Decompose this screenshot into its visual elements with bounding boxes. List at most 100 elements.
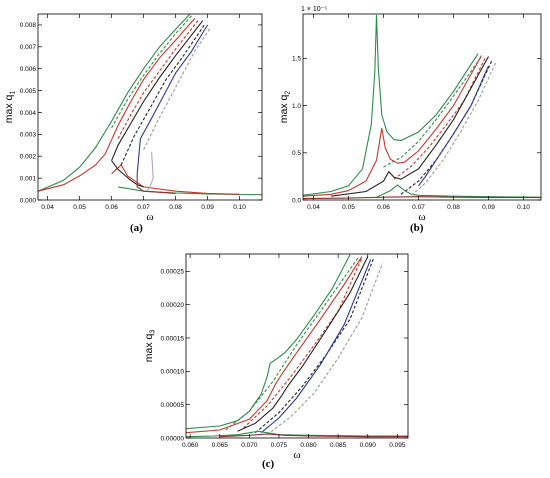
chart-a-series-4 — [117, 20, 199, 139]
chart-a-xtick-label: 0.09 — [201, 204, 214, 211]
chart-b-ytick-label: 0.0 — [292, 197, 301, 204]
chart-c-ylabel-sub: 3 — [150, 330, 157, 334]
chart-c-series-group — [186, 254, 408, 438]
chart-a-xtick-label: 0.05 — [73, 204, 86, 211]
chart-a-series-7 — [120, 24, 205, 166]
chart-c-xtick-label: 0.090 — [360, 442, 377, 449]
chart-c-xtick-label: 0.060 — [182, 442, 199, 449]
chart-c-series-1 — [225, 256, 360, 431]
chart-a-ytick-label: 0.001 — [20, 175, 37, 182]
chart-c-series-3 — [243, 257, 363, 429]
chart-c-ylabel: max q3 — [143, 330, 157, 363]
chart-c-caption: (c) — [262, 458, 275, 470]
chart-a-ytick-label: 0.000 — [20, 197, 37, 204]
chart-a-ytick-label: 0.007 — [20, 44, 37, 51]
chart-c-plot-frame — [185, 253, 409, 439]
chart-panel-a: 0.04 0.05 0.06 0.07 0.08 0.09 0.10 0.000 0.001 0.… — [0, 0, 275, 238]
chart-c-xtick-label: 0.085 — [330, 442, 347, 449]
chart-a-series-8 — [111, 160, 144, 188]
chart-a-series-3 — [38, 18, 196, 192]
chart-a-ylabel-main: max q — [3, 94, 15, 123]
chart-b-series-2 — [303, 55, 482, 197]
chart-a-xlabel: ω — [146, 211, 153, 223]
chart-panel-c: 0.060 0.065 0.070 0.075 0.080 0.085 0.090 0.095… — [138, 238, 413, 478]
chart-c-ylabel-main: max q — [143, 333, 155, 362]
chart-a-series-10 — [136, 173, 176, 194]
chart-b-offset-text: 1 × 10⁻⁵ — [301, 6, 327, 13]
chart-a-xtick-label: 0.06 — [105, 204, 118, 211]
chart-a-series-1 — [111, 14, 194, 129]
chart-b-ylabel: max q2 — [278, 91, 292, 124]
chart-b-series-group — [303, 14, 541, 200]
chart-b-xtick-label: 0.06 — [377, 204, 390, 211]
chart-b-xtick-label: 0.08 — [447, 204, 460, 211]
chart-a-series-group — [38, 14, 262, 196]
chart-b-xtick-label: 0.05 — [342, 204, 355, 211]
chart-c-series-2 — [186, 256, 363, 434]
chart-c-xlabel: ω — [293, 449, 300, 461]
chart-c-series-0 — [186, 254, 351, 430]
chart-a-xtick-label: 0.10 — [233, 204, 246, 211]
chart-b-svg: 0.04 0.05 0.06 0.07 0.08 0.09 0.10 0.0 0.5 1.0 1.5… — [278, 6, 542, 223]
chart-a-series-6 — [111, 20, 204, 161]
chart-a-xtick-label: 0.07 — [137, 204, 150, 211]
chart-c-series-4 — [237, 256, 369, 432]
chart-b-series-0 — [303, 14, 479, 196]
chart-b-series-6 — [376, 184, 541, 198]
chart-a-svg: 0.04 0.05 0.06 0.07 0.08 0.09 0.10 0.000 0.001 0.… — [3, 13, 263, 223]
chart-c-ytick-label: 0.00005 — [161, 402, 185, 409]
chart-a-xtick-label: 0.04 — [41, 204, 54, 211]
chart-b-series-4 — [330, 56, 489, 197]
chart-a-series-0 — [38, 14, 191, 192]
chart-c-xtick-label: 0.070 — [241, 442, 258, 449]
chart-c-xtick-label: 0.065 — [212, 442, 229, 449]
chart-c-svg: 0.060 0.065 0.070 0.075 0.080 0.085 0.090 0.095… — [143, 253, 409, 461]
chart-panel-b: 0.04 0.05 0.06 0.07 0.08 0.09 0.10 0.0 0.5 1.0 1.5… — [275, 0, 550, 238]
chart-b-ylabel-sub: 2 — [285, 91, 292, 95]
chart-a-ytick-label: 0.008 — [20, 22, 37, 29]
chart-c-ytick-label: 0.00025 — [161, 269, 185, 276]
chart-a-ytick-label: 0.003 — [20, 132, 37, 139]
chart-a-ytick-label: 0.002 — [20, 154, 37, 161]
chart-a-plot-frame — [37, 13, 263, 201]
chart-a-ylabel-sub: 1 — [10, 91, 17, 95]
chart-b-ylabel-main: max q — [278, 94, 290, 123]
chart-b-plot-frame — [302, 13, 542, 201]
chart-b-ytick-label: 1.5 — [292, 56, 301, 63]
chart-b-series-1 — [383, 56, 482, 168]
chart-b-xtick-label: 0.09 — [482, 204, 495, 211]
chart-c-series-8 — [186, 430, 408, 438]
chart-b-ytick-label: 0.5 — [292, 150, 301, 157]
chart-b-series-3 — [393, 58, 486, 180]
chart-c-xtick-label: 0.095 — [389, 442, 406, 449]
chart-a-caption: (a) — [130, 222, 143, 234]
chart-a-ytick-label: 0.006 — [20, 66, 37, 73]
chart-c-ytick-label: 0.00010 — [161, 369, 185, 376]
chart-a-series-12 — [146, 151, 154, 192]
chart-a-series-11 — [143, 26, 212, 150]
chart-b-series-9 — [303, 196, 541, 200]
chart-b-series-8 — [418, 65, 490, 187]
chart-a-ytick-label: 0.005 — [20, 88, 37, 95]
chart-a-series-9 — [136, 24, 209, 174]
chart-c-xtick-label: 0.080 — [300, 442, 317, 449]
chart-c-ytick-label: 0.00015 — [161, 335, 185, 342]
chart-c-ytick-label: 0.00000 — [161, 435, 185, 442]
chart-b-xlabel: ω — [418, 211, 425, 223]
chart-c-xtick-label: 0.075 — [271, 442, 288, 449]
chart-b-caption: (b) — [410, 222, 424, 234]
chart-c-ytick-label: 0.00020 — [161, 302, 185, 309]
chart-b-series-5 — [400, 60, 493, 195]
chart-b-xtick-label: 0.10 — [517, 204, 530, 211]
chart-a-xtick-label: 0.08 — [169, 204, 182, 211]
chart-c-series-7 — [266, 263, 384, 436]
chart-a-series-2 — [117, 186, 262, 196]
chart-b-xtick-label: 0.04 — [307, 204, 320, 211]
chart-b-ytick-label: 1.0 — [292, 103, 301, 110]
chart-a-ylabel: max q1 — [3, 91, 17, 124]
chart-c-series-5 — [254, 257, 375, 434]
chart-a-ytick-label: 0.004 — [20, 110, 37, 117]
chart-b-xtick-label: 0.07 — [412, 204, 425, 211]
chart-c-series-6 — [260, 259, 372, 434]
chart-b-series-7 — [411, 62, 496, 196]
